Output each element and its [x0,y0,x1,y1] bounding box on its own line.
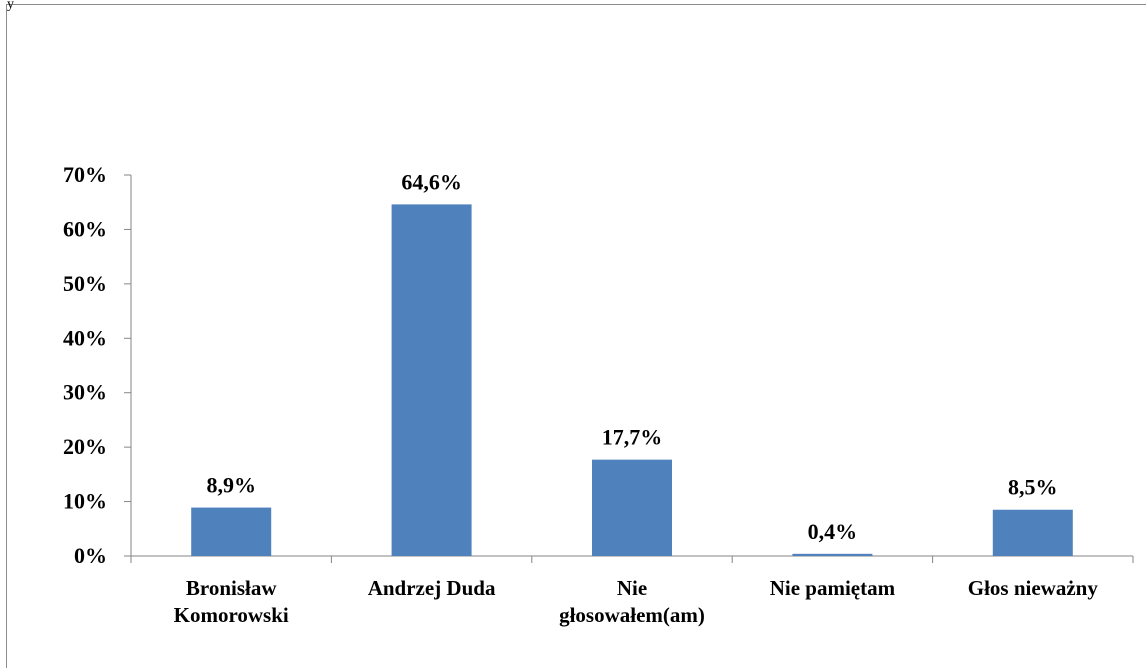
bars [191,204,1073,557]
data-label: 64,6% [401,169,462,194]
bar [592,459,672,556]
data-label: 8,5% [1008,475,1058,500]
y-tick-label: 10% [63,489,107,514]
category-label: Głos nieważny [968,576,1099,600]
y-tick-label: 60% [63,216,107,241]
category-label: Bronisław [186,576,277,600]
data-label: 17,7% [602,425,663,450]
y-tick-label: 0% [74,543,107,568]
bar [191,507,272,556]
category-label: Nie pamiętam [770,576,896,600]
corner-glyph: y [7,0,14,12]
category-labels: Bronisław Komorowski Andrzej Duda Nie głosow… [174,576,1099,627]
data-label: 8,9% [206,473,256,498]
bar [792,553,873,556]
data-label: 0,4% [808,519,858,544]
y-tick-label: 30% [63,380,107,405]
category-label: Andrzej Duda [368,576,496,600]
bar [992,509,1073,556]
category-label: Nie [617,576,647,600]
y-tick-label: 40% [63,325,107,350]
data-labels: 8,9% 64,6% 17,7% 0,4% 8,5% [206,169,1057,543]
y-tick-label: 70% [63,162,107,187]
y-tick-label: 20% [63,434,107,459]
chart-frame: y [6,0,1146,668]
y-tick-label: 50% [63,271,107,296]
y-axis-ticks: 0% 10% 20% 30% 40% 50% 60% 70% [63,162,131,568]
bar [391,204,472,557]
category-label: głosowałem(am) [559,603,705,627]
category-label: Komorowski [174,603,289,627]
